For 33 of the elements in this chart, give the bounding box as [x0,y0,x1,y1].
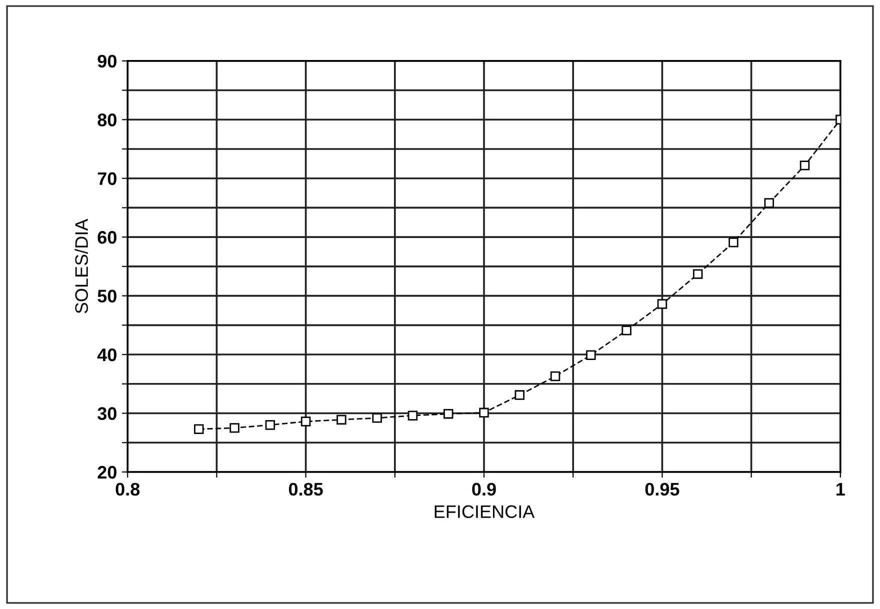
x-tick-label: 0.8 [116,482,140,496]
point [194,424,204,434]
point [586,350,596,360]
point [657,299,668,309]
point [372,413,382,423]
y-tick-label: 20 [98,466,116,479]
y-axis-title: SOLES/DIA [74,218,88,314]
x-tick-label: 0.9 [472,482,496,496]
point [550,371,560,382]
y-tick-label: 40 [97,348,116,362]
y-tick-label: 30 [98,407,116,420]
point [300,416,311,426]
point [265,420,276,430]
point [479,408,489,418]
point [444,408,454,419]
point [514,390,524,400]
point [728,238,738,248]
y-tick-label: 50 [98,290,116,303]
point [622,326,632,336]
x-tick-label: 0.95 [645,482,680,496]
point [800,160,810,170]
y-tick-label: 90 [98,54,116,68]
y-tick-label: 80 [98,114,116,126]
point [692,269,703,279]
point [408,410,418,420]
point [336,414,346,425]
point [230,423,240,433]
y-tick-label: 60 [98,231,116,244]
x-tick-label: 0.85 [288,482,323,496]
x-tick-label: 1 [836,483,845,496]
point [764,198,774,208]
x-axis-title: EFICIENCIA [434,505,535,518]
y-tick-label: 70 [98,172,116,186]
